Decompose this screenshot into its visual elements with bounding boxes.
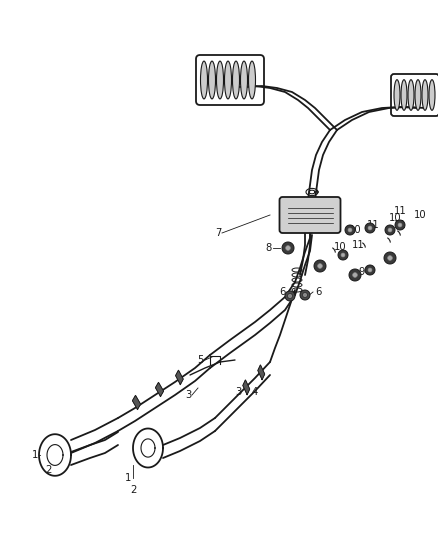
Text: 1: 1 [32, 450, 38, 460]
Circle shape [286, 246, 290, 251]
Text: 5: 5 [197, 355, 203, 365]
Text: 8: 8 [265, 243, 271, 253]
Text: 11: 11 [394, 220, 406, 230]
Circle shape [368, 226, 372, 230]
Circle shape [314, 260, 326, 272]
Circle shape [285, 291, 295, 301]
Ellipse shape [208, 61, 215, 99]
Text: 4: 4 [252, 387, 258, 397]
Circle shape [287, 294, 293, 298]
Circle shape [345, 225, 355, 235]
Ellipse shape [216, 61, 223, 99]
Text: 10: 10 [389, 213, 401, 223]
Circle shape [398, 223, 402, 227]
Ellipse shape [248, 61, 255, 99]
Ellipse shape [408, 80, 414, 110]
Ellipse shape [429, 80, 435, 110]
Text: 2: 2 [130, 485, 136, 495]
Polygon shape [133, 395, 141, 409]
Circle shape [365, 223, 375, 233]
Circle shape [348, 228, 352, 232]
Ellipse shape [394, 80, 400, 110]
Text: 3: 3 [185, 390, 191, 400]
Circle shape [384, 252, 396, 264]
Text: 1: 1 [125, 473, 131, 483]
Polygon shape [155, 383, 163, 397]
Ellipse shape [201, 61, 208, 99]
Text: 6: 6 [279, 287, 285, 297]
Circle shape [385, 225, 395, 235]
Ellipse shape [240, 61, 247, 99]
Circle shape [341, 253, 345, 257]
Text: 10: 10 [413, 210, 426, 220]
Ellipse shape [225, 61, 232, 99]
Circle shape [349, 269, 361, 281]
Polygon shape [258, 365, 265, 379]
Circle shape [368, 268, 372, 272]
Circle shape [388, 256, 392, 261]
Circle shape [338, 250, 348, 260]
Polygon shape [176, 370, 183, 384]
Ellipse shape [415, 80, 421, 110]
Circle shape [365, 265, 375, 275]
Text: 9: 9 [359, 267, 365, 277]
Ellipse shape [233, 61, 240, 99]
Text: 11: 11 [394, 206, 406, 216]
Text: 10: 10 [349, 225, 361, 235]
Circle shape [395, 220, 405, 230]
Ellipse shape [401, 80, 407, 110]
Text: 10: 10 [334, 242, 346, 252]
Ellipse shape [422, 80, 428, 110]
Circle shape [318, 264, 322, 269]
Circle shape [303, 293, 307, 297]
Text: 11: 11 [352, 240, 364, 250]
Text: 11: 11 [367, 220, 379, 230]
Circle shape [300, 290, 310, 300]
Text: 3: 3 [235, 387, 241, 397]
Text: 7: 7 [215, 228, 221, 238]
Polygon shape [243, 380, 250, 394]
Text: 6: 6 [315, 287, 321, 297]
FancyBboxPatch shape [279, 197, 340, 233]
Text: 2: 2 [45, 465, 51, 475]
Circle shape [282, 242, 294, 254]
Circle shape [388, 228, 392, 232]
Circle shape [353, 272, 357, 277]
